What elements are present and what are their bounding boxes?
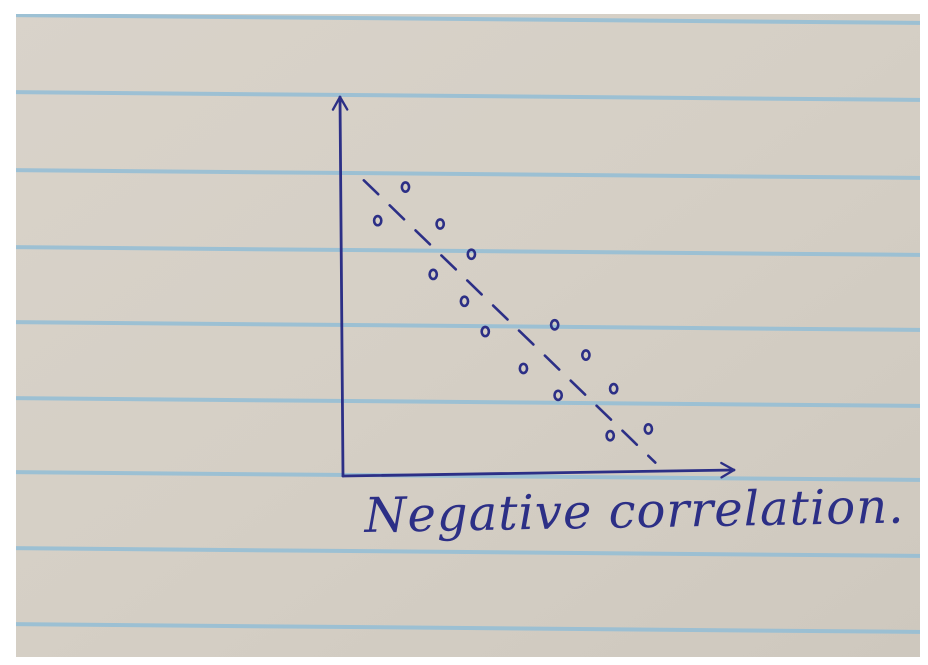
chart-title: Negative correlation. [364, 478, 905, 544]
photo-border-left [0, 0, 16, 665]
rule-line [0, 90, 928, 102]
rule-line [0, 470, 928, 482]
rule-line [0, 396, 928, 408]
rule-line [0, 546, 928, 558]
rule-line [0, 13, 928, 25]
scatter-point [428, 268, 439, 281]
scatter-point [372, 214, 383, 227]
scatter-point [466, 248, 477, 261]
scatter-point [518, 362, 529, 375]
trend-line [362, 179, 657, 464]
scatter-point [553, 389, 564, 402]
scatter-chart [331, 95, 736, 479]
rule-line [0, 168, 928, 180]
scatter-point [459, 295, 470, 308]
ruled-lines [0, 13, 928, 634]
scatter-point [643, 423, 654, 435]
rule-line [0, 245, 928, 257]
scatter-point [480, 325, 491, 338]
data-points [372, 181, 654, 442]
photo-border-bottom [0, 657, 928, 665]
photo-border-top [0, 0, 928, 14]
rule-line [0, 320, 928, 332]
scatter-point [549, 318, 560, 331]
scatter-point [605, 429, 616, 442]
scatter-point [435, 218, 446, 230]
rule-line [0, 622, 928, 634]
y-axis-line [331, 95, 349, 478]
x-axis-line [341, 461, 736, 479]
photo-border-right [920, 0, 928, 665]
scatter-point [608, 382, 619, 395]
scatter-point [400, 181, 411, 193]
scatter-point [581, 349, 591, 361]
